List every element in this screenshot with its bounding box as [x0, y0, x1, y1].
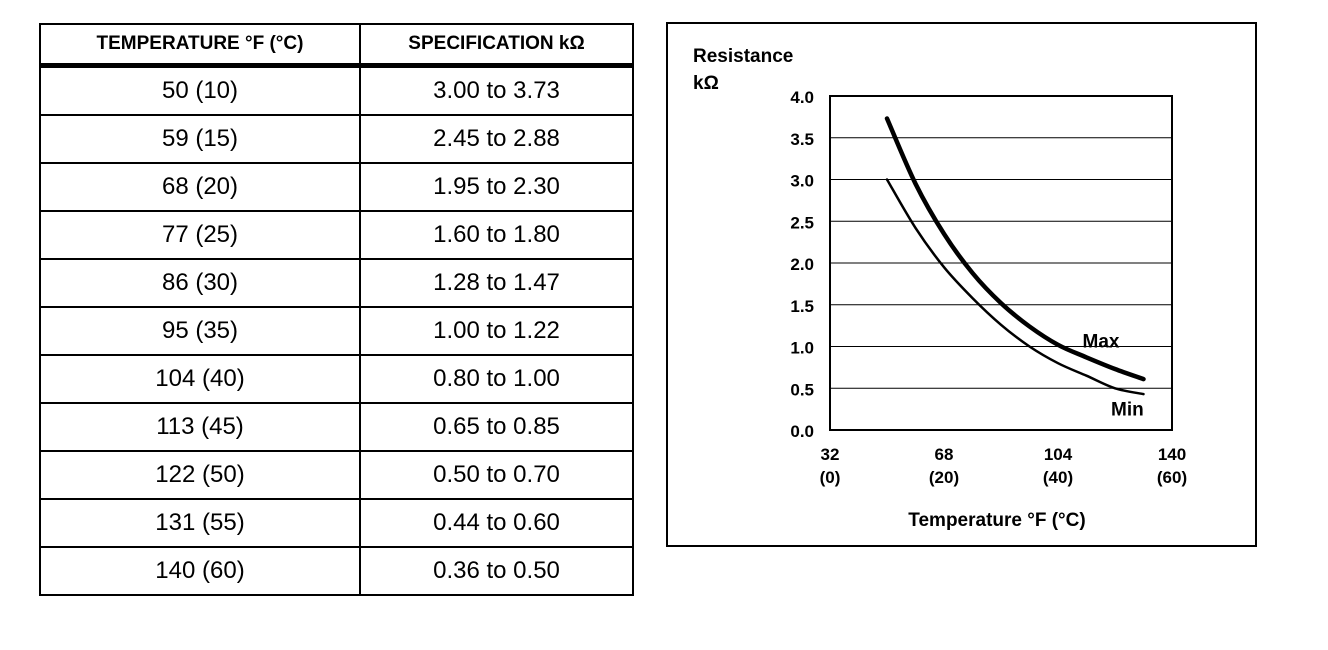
y-tick-label: 0.0 [790, 422, 814, 441]
specification-column-header: SPECIFICATION kΩ [359, 23, 634, 68]
x-tick-sublabel: (20) [929, 468, 959, 487]
temperature-cell: 95 (35) [39, 306, 361, 356]
y-tick-label: 2.0 [790, 255, 814, 274]
table-header-row: TEMPERATURE °F (°C) SPECIFICATION kΩ [39, 23, 634, 68]
y-tick-label: 0.5 [790, 380, 814, 399]
series-label-min: Min [1111, 399, 1144, 420]
temperature-cell: 140 (60) [39, 546, 361, 596]
temperature-cell: 50 (10) [39, 64, 361, 116]
table-row: 86 (30) 1.28 to 1.47 [39, 258, 634, 308]
temperature-cell: 68 (20) [39, 162, 361, 212]
y-tick-label: 3.0 [790, 172, 814, 191]
temperature-cell: 131 (55) [39, 498, 361, 548]
temperature-column-header: TEMPERATURE °F (°C) [39, 23, 361, 68]
temperature-cell: 113 (45) [39, 402, 361, 452]
series-label-max: Max [1083, 331, 1120, 352]
table-row: 95 (35) 1.00 to 1.22 [39, 306, 634, 356]
table-row: 59 (15) 2.45 to 2.88 [39, 114, 634, 164]
x-tick-label: 32 [821, 445, 840, 464]
specification-cell: 1.28 to 1.47 [359, 258, 634, 308]
x-tick-sublabel: (0) [820, 468, 841, 487]
table-row: 113 (45) 0.65 to 0.85 [39, 402, 634, 452]
specification-table: TEMPERATURE °F (°C) SPECIFICATION kΩ 50 … [39, 23, 634, 596]
grid-lines [830, 137, 1172, 389]
table-row: 131 (55) 0.44 to 0.60 [39, 498, 634, 548]
table-row: 140 (60) 0.36 to 0.50 [39, 546, 634, 596]
temperature-cell: 122 (50) [39, 450, 361, 500]
specification-cell: 0.36 to 0.50 [359, 546, 634, 596]
specification-cell: 0.50 to 0.70 [359, 450, 634, 500]
specification-cell: 0.44 to 0.60 [359, 498, 634, 548]
y-tick-label: 4.0 [790, 88, 814, 107]
resistance-chart: Resistance kΩ Temperature °F (°C) 0.0 0.5… [693, 46, 1187, 531]
x-tick-label: 140 [1158, 445, 1186, 464]
tick-labels: 0.0 0.5 1.0 1.5 2.0 2.5 3.0 3.5 4.0 32 (0) 68 (20) 10… [790, 88, 1187, 487]
table-row: 77 (25) 1.60 to 1.80 [39, 210, 634, 260]
x-tick-label: 68 [935, 445, 954, 464]
x-tick-sublabel: (60) [1157, 468, 1187, 487]
y-tick-label: 1.5 [790, 297, 814, 316]
specification-cell: 1.60 to 1.80 [359, 210, 634, 260]
temperature-cell: 59 (15) [39, 114, 361, 164]
temperature-cell: 104 (40) [39, 354, 361, 404]
y-axis-label-line1: Resistance [693, 46, 793, 67]
y-tick-label: 2.5 [790, 213, 814, 232]
x-tick-label: 104 [1044, 445, 1073, 464]
x-axis-label: Temperature °F (°C) [908, 510, 1085, 531]
chart-frame: Resistance kΩ Temperature °F (°C) 0.0 0.5… [666, 22, 1257, 547]
series-line-min [885, 178, 1145, 396]
series-line-max [884, 116, 1146, 382]
specification-cell: 0.65 to 0.85 [359, 402, 634, 452]
table-row: 104 (40) 0.80 to 1.00 [39, 354, 634, 404]
y-tick-label: 1.0 [790, 339, 814, 358]
specification-cell: 1.00 to 1.22 [359, 306, 634, 356]
y-axis-label-line2: kΩ [693, 73, 719, 94]
specification-cell: 1.95 to 2.30 [359, 162, 634, 212]
y-tick-label: 3.5 [790, 130, 814, 149]
specification-cell: 2.45 to 2.88 [359, 114, 634, 164]
specification-cell: 3.00 to 3.73 [359, 64, 634, 116]
temperature-cell: 77 (25) [39, 210, 361, 260]
specification-cell: 0.80 to 1.00 [359, 354, 634, 404]
table-row: 50 (10) 3.00 to 3.73 [39, 64, 634, 116]
plot-area-border [829, 95, 1173, 431]
table-row: 122 (50) 0.50 to 0.70 [39, 450, 634, 500]
temperature-cell: 86 (30) [39, 258, 361, 308]
table-row: 68 (20) 1.95 to 2.30 [39, 162, 634, 212]
series-lines: Max Min [884, 116, 1146, 420]
x-tick-sublabel: (40) [1043, 468, 1073, 487]
